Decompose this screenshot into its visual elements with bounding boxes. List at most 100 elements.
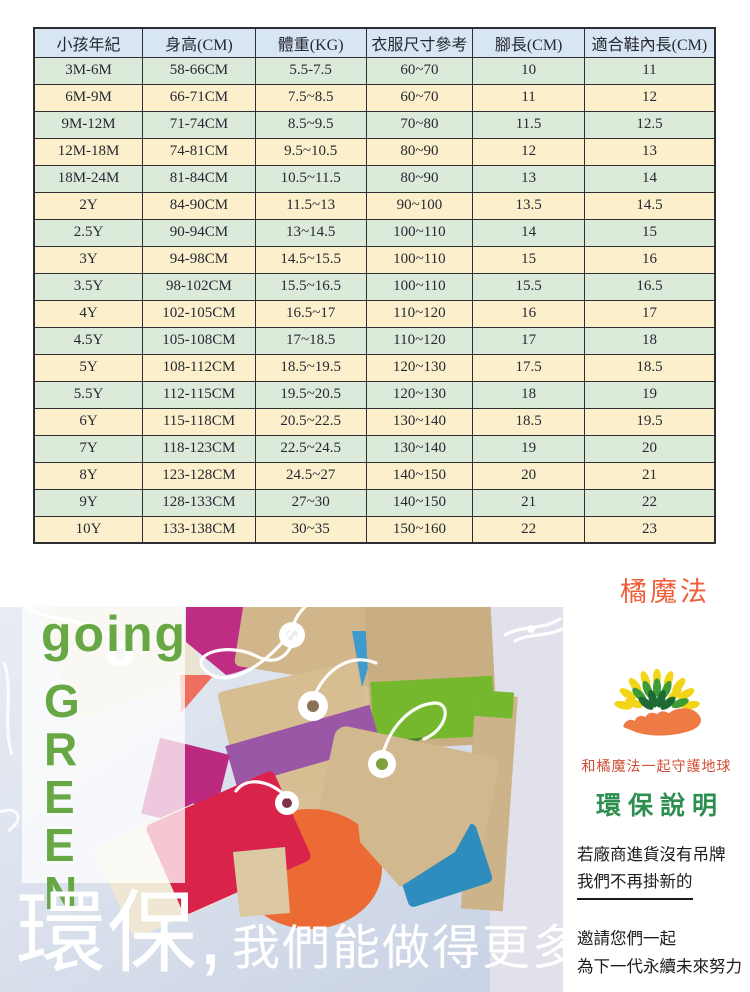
foot-length-cell: 21 bbox=[472, 488, 585, 517]
foot-length-cell: 13 bbox=[472, 164, 585, 193]
size-chart-table: 小孩年紀 身高(CM) 體重(KG) 衣服尺寸參考 腳長(CM) 適合鞋內長(CM) 3M… bbox=[33, 27, 716, 544]
shoe-length-cell: 18 bbox=[583, 326, 716, 355]
tree-leaves bbox=[613, 668, 700, 710]
eco-title: 環保說明 bbox=[595, 792, 724, 820]
age-cell: 6M-9M bbox=[33, 83, 144, 112]
weight-cell: 16.5~17 bbox=[254, 299, 367, 328]
shoe-length-cell: 19.5 bbox=[583, 407, 716, 436]
weight-cell: 5.5-7.5 bbox=[254, 56, 367, 85]
header-row: 小孩年紀 身高(CM) 體重(KG) 衣服尺寸參考 腳長(CM) 適合鞋內長(CM) bbox=[33, 27, 716, 58]
column-header: 體重(KG) bbox=[254, 27, 367, 58]
weight-cell: 13~14.5 bbox=[254, 218, 367, 247]
age-cell: 5.5Y bbox=[33, 380, 144, 409]
table-row: 5.5Y 112-115CM 19.5~20.5 120~130 18 19 bbox=[33, 380, 716, 409]
clothing-size-cell: 130~140 bbox=[365, 434, 474, 463]
table-row: 3.5Y 98-102CM 15.5~16.5 100~110 15.5 16.… bbox=[33, 272, 716, 301]
headline-sub: 我們能做得更多 bbox=[232, 922, 563, 975]
foot-length-cell: 10 bbox=[472, 56, 585, 85]
table-row: 7Y 118-123CM 22.5~24.5 130~140 19 20 bbox=[33, 434, 716, 463]
age-cell: 4Y bbox=[33, 299, 144, 328]
table-row: 5Y 108-112CM 18.5~19.5 120~130 17.5 18.5 bbox=[33, 353, 716, 382]
weight-cell: 17~18.5 bbox=[254, 326, 367, 355]
clothing-size-cell: 110~120 bbox=[365, 299, 474, 328]
foot-length-cell: 11.5 bbox=[472, 110, 585, 139]
brand-name: 橘魔法 bbox=[620, 577, 710, 607]
clothing-size-cell: 130~140 bbox=[365, 407, 474, 436]
green-letter: E bbox=[44, 819, 75, 871]
eco-note-2-line2: 為下一代永續未來努力 bbox=[577, 957, 742, 976]
table-row: 2.5Y 90-94CM 13~14.5 100~110 14 15 bbox=[33, 218, 716, 247]
table-row: 3Y 94-98CM 14.5~15.5 100~110 15 16 bbox=[33, 245, 716, 274]
green-letter: E bbox=[44, 771, 75, 823]
height-cell: 128-133CM bbox=[142, 488, 256, 517]
foot-length-cell: 12 bbox=[472, 137, 585, 166]
age-cell: 8Y bbox=[33, 461, 144, 490]
height-cell: 98-102CM bbox=[142, 272, 256, 301]
table-row: 18M-24M 81-84CM 10.5~11.5 80~90 13 14 bbox=[33, 164, 716, 193]
height-cell: 118-123CM bbox=[142, 434, 256, 463]
going-text: going bbox=[41, 607, 188, 662]
age-cell: 9M-12M bbox=[33, 110, 144, 139]
foot-length-cell: 16 bbox=[472, 299, 585, 328]
weight-cell: 14.5~15.5 bbox=[254, 245, 367, 274]
table-row: 6Y 115-118CM 20.5~22.5 130~140 18.5 19.5 bbox=[33, 407, 716, 436]
shoe-length-cell: 14 bbox=[583, 164, 716, 193]
age-cell: 7Y bbox=[33, 434, 144, 463]
weight-cell: 20.5~22.5 bbox=[254, 407, 367, 436]
eco-note-1-line1: 若廠商進貨沒有吊牌 bbox=[577, 846, 726, 864]
clothing-size-cell: 110~120 bbox=[365, 326, 474, 355]
age-cell: 18M-24M bbox=[33, 164, 144, 193]
table-row: 4Y 102-105CM 16.5~17 110~120 16 17 bbox=[33, 299, 716, 328]
green-letter: G bbox=[44, 675, 80, 727]
eco-tagline: 和橘魔法一起守護地球 bbox=[581, 758, 732, 774]
foot-length-cell: 11 bbox=[472, 83, 585, 112]
shoe-length-cell: 23 bbox=[583, 515, 716, 544]
shoe-length-cell: 13 bbox=[583, 137, 716, 166]
foot-length-cell: 15.5 bbox=[472, 272, 585, 301]
clothing-size-cell: 120~130 bbox=[365, 353, 474, 382]
height-cell: 115-118CM bbox=[142, 407, 256, 436]
age-cell: 2Y bbox=[33, 191, 144, 220]
eco-note-1: 若廠商進貨沒有吊牌 我們不再掛新的 bbox=[577, 842, 750, 901]
age-cell: 4.5Y bbox=[33, 326, 144, 355]
height-cell: 123-128CM bbox=[142, 461, 256, 490]
weight-cell: 30~35 bbox=[254, 515, 367, 544]
headline-main: 環保, bbox=[16, 884, 225, 984]
foot-length-cell: 15 bbox=[472, 245, 585, 274]
age-cell: 5Y bbox=[33, 353, 144, 382]
weight-cell: 11.5~13 bbox=[254, 191, 367, 220]
hand-shape bbox=[622, 708, 701, 736]
clothing-size-cell: 60~70 bbox=[365, 83, 474, 112]
foot-length-cell: 13.5 bbox=[472, 191, 585, 220]
table-row: 10Y 133-138CM 30~35 150~160 22 23 bbox=[33, 515, 716, 544]
shoe-length-cell: 16.5 bbox=[583, 272, 716, 301]
table-row: 9M-12M 71-74CM 8.5~9.5 70~80 11.5 12.5 bbox=[33, 110, 716, 139]
height-cell: 84-90CM bbox=[142, 191, 256, 220]
age-cell: 6Y bbox=[33, 407, 144, 436]
weight-cell: 22.5~24.5 bbox=[254, 434, 367, 463]
shoe-length-cell: 12 bbox=[583, 83, 716, 112]
age-cell: 2.5Y bbox=[33, 218, 144, 247]
clothing-size-cell: 150~160 bbox=[365, 515, 474, 544]
shoe-length-cell: 15 bbox=[583, 218, 716, 247]
height-cell: 105-108CM bbox=[142, 326, 256, 355]
column-header: 衣服尺寸參考 bbox=[365, 27, 474, 58]
weight-cell: 15.5~16.5 bbox=[254, 272, 367, 301]
eco-headline: 環保, 我們能做得更多 bbox=[16, 860, 563, 990]
foot-length-cell: 18 bbox=[472, 380, 585, 409]
height-cell: 108-112CM bbox=[142, 353, 256, 382]
column-header: 腳長(CM) bbox=[472, 27, 585, 58]
table-row: 12M-18M 74-81CM 9.5~10.5 80~90 12 13 bbox=[33, 137, 716, 166]
eco-note-2-line1: 邀請您們一起 bbox=[577, 930, 676, 949]
shoe-length-cell: 21 bbox=[583, 461, 716, 490]
clothing-size-cell: 140~150 bbox=[365, 461, 474, 490]
height-cell: 58-66CM bbox=[142, 56, 256, 85]
shoe-length-cell: 11 bbox=[583, 56, 716, 85]
column-header: 小孩年紀 bbox=[33, 27, 144, 58]
clothing-size-cell: 80~90 bbox=[365, 137, 474, 166]
green-letter: N bbox=[44, 867, 78, 919]
hang-tags-photo bbox=[0, 607, 563, 992]
table-row: 4.5Y 105-108CM 17~18.5 110~120 17 18 bbox=[33, 326, 716, 355]
